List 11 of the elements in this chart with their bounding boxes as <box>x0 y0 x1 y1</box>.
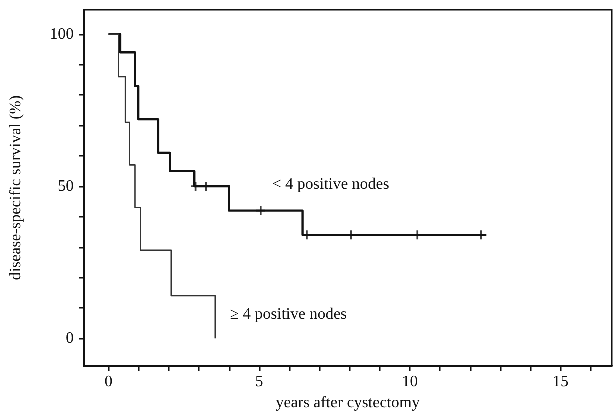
x-axis-title: years after cystectomy <box>276 394 420 412</box>
y-tick-label: 100 <box>50 26 74 43</box>
x-tick-label: 5 <box>255 374 264 390</box>
annotation: ≥ 4 positive nodes <box>230 306 348 323</box>
x-tick-label: 0 <box>104 374 113 390</box>
y-tick-label: 0 <box>66 330 74 348</box>
y-axis-title: disease-specific survival (%) <box>8 96 24 280</box>
x-tick-label: 10 <box>402 374 418 390</box>
y-tick-label: 50 <box>58 178 74 195</box>
annotation: < 4 positive nodes <box>272 176 390 193</box>
x-tick-label: 15 <box>552 374 569 390</box>
